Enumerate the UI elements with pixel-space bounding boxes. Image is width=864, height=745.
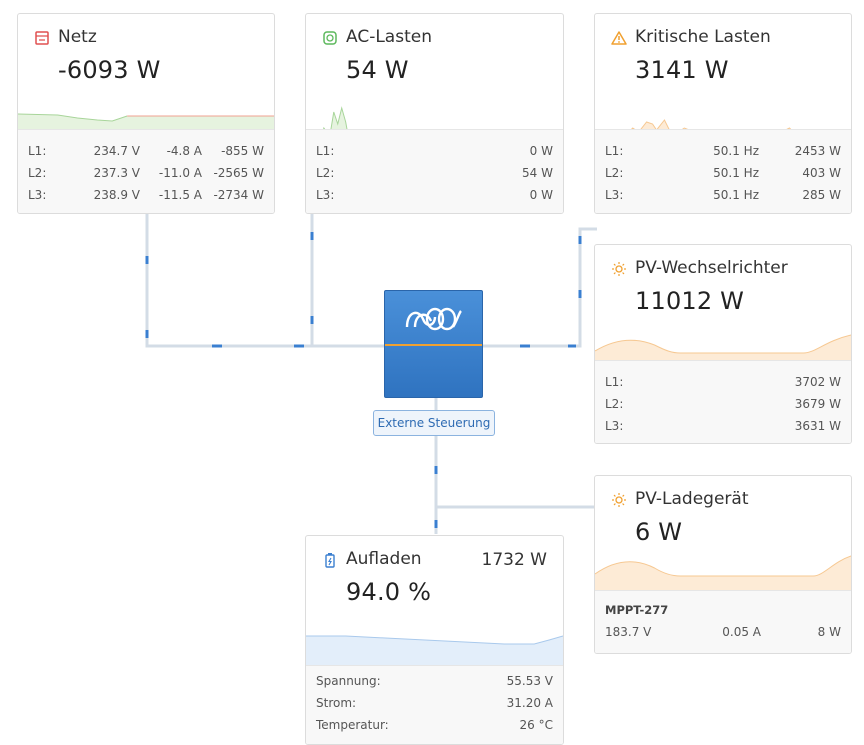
grid-card[interactable]: Netz -6093 W L1: 234.7 V -4.8 A -855 W L…	[17, 13, 275, 214]
card-title: PV-Ladegerät	[635, 489, 749, 509]
pv-inverter-card[interactable]: PV-Wechselrichter 11012 W L1: 3702 W L2:…	[594, 244, 852, 444]
warning-icon	[611, 31, 627, 45]
critical-loads-phase-row: L3: 50.1 Hz 285 W	[605, 188, 841, 202]
pv-charger-device-name: MPPT-277	[605, 603, 669, 617]
pv-inverter-phase-row: L1: 3702 W	[605, 375, 841, 389]
inverter-stripe	[385, 344, 482, 346]
sun-icon	[612, 262, 626, 276]
critical-loads-power-value: 3141 W	[635, 56, 729, 84]
card-title: AC-Lasten	[346, 27, 432, 47]
pv-inverter-phase-row: L2: 3679 W	[605, 397, 841, 411]
pv-charger-power-value: 6 W	[635, 518, 683, 546]
ac-loads-phase-row: L2: 54 W	[316, 166, 553, 180]
external-control-button[interactable]: Externe Steuerung	[373, 410, 495, 436]
pv-inverter-phase-row: L3: 3631 W	[605, 419, 841, 433]
outlet-icon	[323, 31, 337, 45]
critical-loads-card[interactable]: Kritische Lasten 3141 W L1: 50.1 Hz 2453…	[594, 13, 852, 214]
pv-charger-device-row: MPPT-277	[595, 599, 851, 621]
ac-loads-phase-row: L3: 0 W	[316, 188, 553, 202]
ac-loads-card[interactable]: AC-Lasten 54 W L1: 0 W L2: 54 W L3: 0 W	[305, 13, 564, 214]
ac-loads-phase-row: L1: 0 W	[316, 144, 553, 158]
pv-charger-card[interactable]: PV-Ladegerät 6 W MPPT-277 183.7 V 0.05 A…	[594, 475, 852, 654]
pv-charger-values-row: 183.7 V 0.05 A 8 W	[605, 625, 841, 639]
card-title: Aufladen	[346, 549, 422, 569]
ac-loads-power-value: 54 W	[346, 56, 409, 84]
card-title: PV-Wechselrichter	[635, 258, 788, 278]
grid-phase-row: L3: 238.9 V -11.5 A -2734 W	[28, 188, 264, 202]
pv-charger-sparkline	[595, 555, 851, 592]
card-title: Netz	[58, 27, 97, 47]
grid-icon	[35, 31, 49, 45]
grid-power-value: -6093 W	[58, 56, 161, 84]
victron-logo-icon	[405, 307, 462, 331]
battery-soc-value: 94.0 %	[346, 578, 432, 606]
grid-phase-row: L1: 234.7 V -4.8 A -855 W	[28, 144, 264, 158]
grid-phase-row: L2: 237.3 V -11.0 A -2565 W	[28, 166, 264, 180]
battery-voltage-row: Spannung: 55.53 V	[316, 674, 553, 688]
card-title: Kritische Lasten	[635, 27, 771, 47]
sun-icon	[612, 493, 626, 507]
battery-icon	[325, 553, 335, 568]
battery-card[interactable]: Aufladen 1732 W 94.0 % Spannung: 55.53 V…	[305, 535, 564, 745]
critical-loads-phase-row: L1: 50.1 Hz 2453 W	[605, 144, 841, 158]
battery-current-row: Strom: 31.20 A	[316, 696, 553, 710]
battery-sparkline	[306, 635, 563, 670]
pv-inverter-power-value: 11012 W	[635, 287, 745, 315]
battery-temperature-row: Temperatur: 26 °C	[316, 718, 553, 732]
critical-loads-phase-row: L2: 50.1 Hz 403 W	[605, 166, 841, 180]
inverter-block[interactable]	[384, 290, 483, 398]
battery-power-value: 1732 W	[481, 550, 547, 570]
